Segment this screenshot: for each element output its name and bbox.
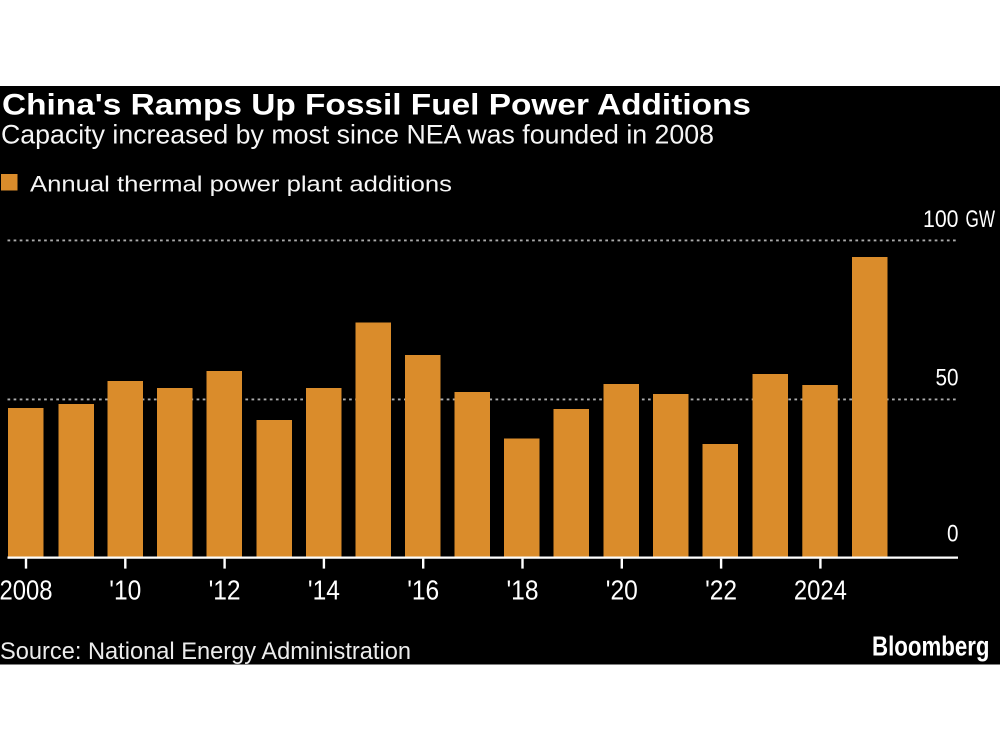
svg-text:GW: GW	[966, 206, 996, 233]
svg-text:'16: '16	[407, 574, 439, 605]
svg-text:0: 0	[947, 521, 959, 548]
svg-text:2008: 2008	[0, 574, 53, 605]
svg-text:China's Ramps Up Fossil Fuel P: China's Ramps Up Fossil Fuel Power Addit…	[2, 88, 751, 121]
svg-text:'12: '12	[209, 574, 241, 605]
svg-text:Source: National Energy Admini: Source: National Energy Administration	[0, 638, 411, 665]
svg-text:Bloomberg: Bloomberg	[872, 630, 990, 661]
svg-text:'22: '22	[705, 574, 737, 605]
svg-text:'20: '20	[606, 574, 638, 605]
svg-text:50: 50	[936, 364, 959, 391]
svg-text:2024: 2024	[794, 574, 847, 605]
svg-text:'10: '10	[109, 574, 141, 605]
svg-text:100: 100	[923, 206, 959, 233]
svg-text:'18: '18	[507, 574, 539, 605]
svg-text:'14: '14	[308, 574, 340, 605]
svg-text:Annual thermal power plant add: Annual thermal power plant additions	[30, 172, 452, 197]
svg-text:Capacity increased by most sin: Capacity increased by most since NEA was…	[1, 119, 714, 149]
